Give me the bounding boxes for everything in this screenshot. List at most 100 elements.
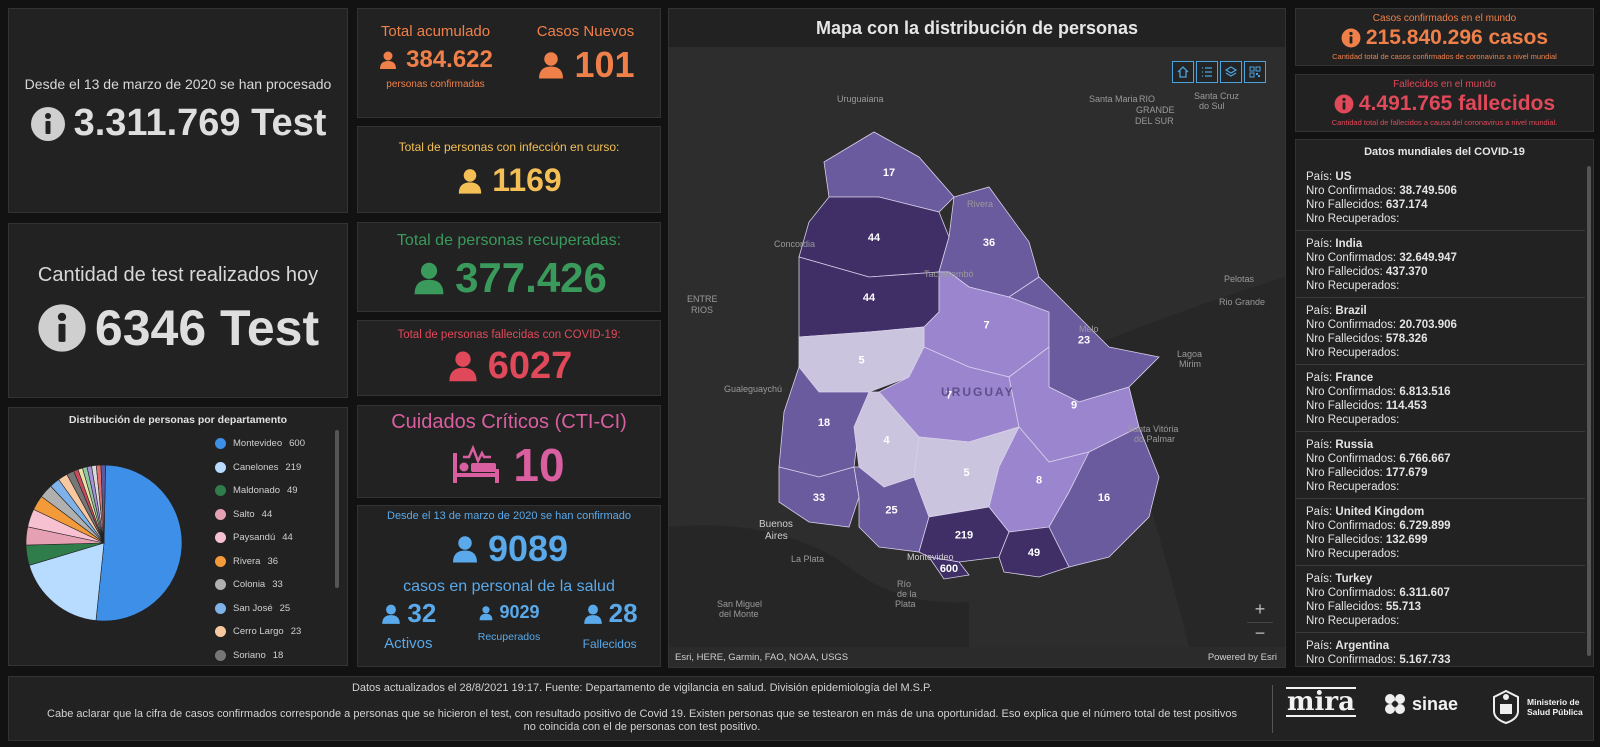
country-line: País: United Kingdom (1306, 506, 1425, 518)
footer-disclaimer: Cabe aclarar que la cifra de casos confi… (47, 707, 1237, 734)
place-label: Tacuarembó (924, 269, 974, 279)
world-cases-sub: Cantidad total de casos confirmados de c… (1332, 52, 1557, 61)
personal-salud-panel: Desde el 13 de marzo de 2020 se han conf… (357, 505, 661, 667)
world-deaths-title: Fallecidos en el mundo (1393, 79, 1496, 90)
acumulado-title: Total acumulado (380, 23, 491, 40)
legend-item[interactable]: San José 25 (215, 597, 325, 621)
region-value-label: 16 (1098, 492, 1110, 504)
legend-item[interactable]: Montevideo 600 (215, 432, 325, 456)
deaths-line: Nro Fallecidos: 437.370 (1306, 266, 1428, 278)
region-value-label: 5 (963, 467, 969, 479)
legend-item[interactable]: Cerro Largo 23 (215, 620, 325, 644)
legend-label: Maldonado (233, 485, 281, 497)
country-row[interactable]: País: Brazil Nro Confirmados: 20.703.906 N… (1296, 298, 1585, 365)
tests-total-caption: Desde el 13 de marzo de 2020 se han proc… (24, 76, 332, 92)
casos-nuevos-title: Casos Nuevos (536, 23, 635, 40)
pie-slice-montevideo[interactable] (95, 464, 183, 622)
sinae-logo: sinae (1382, 691, 1458, 717)
region-montevideo[interactable] (928, 556, 970, 580)
qr-icon[interactable] (1244, 61, 1266, 83)
map-title: Mapa con la distribución de personas (815, 17, 1139, 38)
tests-total-value: 3.311.769 Test (73, 102, 327, 144)
zoom-out-button[interactable]: − (1254, 623, 1266, 643)
legend-label: Paysandú (233, 532, 276, 544)
region-value-label: 49 (1028, 547, 1040, 559)
deaths-line: Nro Fallecidos: 177.679 (1306, 467, 1428, 479)
department-regions (778, 131, 1160, 580)
legend-value: 23 (290, 626, 302, 638)
recuperadas-panel: Total de personas recuperadas: 377.426 (357, 222, 661, 312)
recovered-line: Nro Recuperados: (1306, 347, 1400, 359)
legend-item[interactable]: Salto 44 (215, 503, 325, 527)
legend-list-icon[interactable] (1196, 61, 1218, 83)
department-pie-panel: Distribución de personas por departament… (8, 407, 348, 666)
country-line: País: Russia (1306, 439, 1374, 451)
deaths-line: Nro Fallecidos: 114.453 (1306, 400, 1427, 412)
salud-activos-value: 32 (407, 598, 437, 628)
recovered-line: Nro Recuperados: (1306, 548, 1400, 560)
sinae-logo-text: sinae (1412, 693, 1459, 714)
salud-recuperados-label: Recuperados (477, 631, 541, 643)
country-row[interactable]: País: Russia Nro Confirmados: 6.766.667 Nr… (1296, 432, 1585, 499)
country-row[interactable]: País: India Nro Confirmados: 32.649.947 Nr… (1296, 231, 1585, 298)
legend-label: San José (233, 602, 273, 614)
pie-slice-otros[interactable] (100, 464, 106, 544)
recuperadas-title: Total de personas recuperadas: (396, 232, 622, 249)
person-icon (480, 605, 493, 620)
country-line: País: Argentina (1306, 640, 1390, 652)
msp-logo-text: Ministerio de Salud Pública (1527, 697, 1583, 717)
recovered-line: Nro Recuperados: (1306, 481, 1400, 493)
region-rocha[interactable] (1048, 426, 1160, 568)
cti-title: Cuidados Críticos (CTI-CI) (391, 411, 627, 433)
zoom-in-button[interactable]: + (1247, 599, 1273, 623)
deaths-line: Nro Fallecidos: 578.326 (1306, 333, 1428, 345)
map-panel[interactable]: Mapa con la distribución de personas (668, 8, 1286, 668)
legend-item[interactable]: Colonia 33 (215, 573, 325, 597)
legend-swatch (215, 461, 226, 473)
powered-by-esri[interactable]: Powered by Esri (1207, 652, 1277, 663)
legend-item[interactable]: Maldonado 49 (215, 479, 325, 503)
pie-slice-canelones[interactable] (28, 542, 105, 621)
place-label: GRANDE (1136, 105, 1175, 115)
place-label: Uruguaiana (837, 94, 884, 104)
legend-swatch (215, 602, 226, 614)
region-maldonado[interactable] (998, 526, 1070, 578)
confirmed-line: Nro Confirmados: 38.749.506 (1306, 185, 1457, 197)
place-label: DEL SUR (1135, 116, 1174, 126)
country-row[interactable]: País: Turkey Nro Confirmados: 6.311.607 Nr… (1296, 566, 1585, 633)
recovered-line: Nro Recuperados: (1306, 213, 1400, 225)
world-list-scrollbar[interactable] (1587, 166, 1591, 656)
tests-today-caption: Cantidad de test realizados hoy (37, 264, 319, 286)
person-icon (380, 51, 397, 69)
salud-fallecidos-value: 28 (608, 598, 638, 628)
place-label: Rivera (967, 199, 993, 209)
place-label: ENTRE (687, 294, 718, 304)
country-row[interactable]: País: United Kingdom Nro Confirmados: 6.7… (1296, 499, 1585, 566)
country-line: País: India (1306, 238, 1363, 250)
legend-scrollbar[interactable] (335, 430, 339, 588)
info-circle-icon (1341, 28, 1361, 48)
tests-total-panel: Desde el 13 de marzo de 2020 se han proc… (8, 8, 348, 213)
legend-swatch (215, 626, 226, 638)
confirmed-line: Nro Confirmados: 20.703.906 (1306, 319, 1457, 331)
world-list[interactable]: País: US Nro Confirmados: 38.749.506 Nro F… (1296, 164, 1585, 666)
home-icon[interactable] (1172, 61, 1194, 83)
confirmed-line: Nro Confirmados: 5.167.733 (1306, 654, 1451, 666)
cti-panel: Cuidados Críticos (CTI-CI) 10 (357, 405, 661, 498)
country-label: URUGUAY (941, 385, 1015, 399)
person-icon (414, 262, 444, 295)
map-canvas[interactable]: 17 44 36 44 7 23 5 7 9 18 4 5 8 16 33 25 219 49 600 Urugua… (669, 47, 1285, 647)
legend-label: Canelones (233, 461, 279, 473)
country-row[interactable]: País: US Nro Confirmados: 38.749.506 Nro F… (1296, 164, 1585, 231)
legend-item[interactable]: Canelones 219 (215, 456, 325, 480)
region-value-label: 9 (1071, 400, 1077, 412)
legend-item[interactable]: Rivera 36 (215, 550, 325, 574)
region-canelones[interactable] (918, 506, 1010, 563)
legend-item[interactable]: Paysandú 44 (215, 526, 325, 550)
country-row[interactable]: País: Argentina Nro Confirmados: 5.167.73… (1296, 633, 1585, 666)
region-colonia[interactable] (778, 466, 860, 528)
legend-item[interactable]: Soriano 18 (215, 644, 325, 668)
layers-icon[interactable] (1220, 61, 1242, 83)
country-row[interactable]: País: France Nro Confirmados: 6.813.516 Nr… (1296, 365, 1585, 432)
place-label: Santa Maria (1089, 94, 1138, 104)
